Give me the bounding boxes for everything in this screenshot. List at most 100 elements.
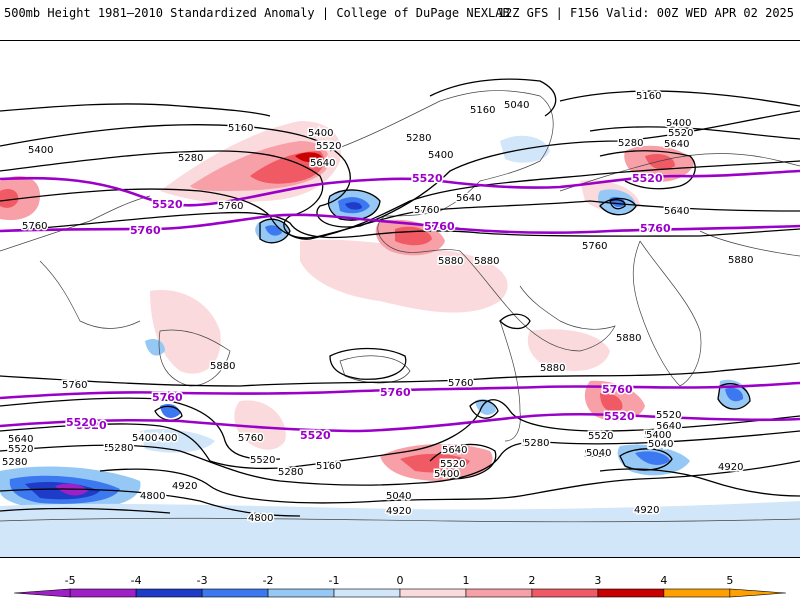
colorbar-segment [399,588,467,598]
colorbar: -5 -4 -3 -2 -1 0 1 2 3 4 5 [13,574,787,598]
contour-label: 5880 [728,255,753,266]
colorbar-segment [663,588,731,598]
contour-label-highlight: 5520 [412,172,443,185]
contour-label: 5760 [238,433,263,444]
colorbar-tick-label: 1 [462,574,469,587]
contour-label: 5760 [448,378,473,389]
contour-label-highlight: 5520 [632,172,663,185]
contour-label-highlight: 5760 [640,222,671,235]
contour-label: 5160 [636,91,661,102]
contour-label: 5160 [316,461,341,472]
contour-label-highlight: 5520 [76,419,107,432]
contour-label: 4800 [248,513,273,524]
contour-label: 5280 [406,133,431,144]
colorbar-segment [69,588,137,598]
contour-label: 4920 [386,506,411,517]
colorbar-segment [465,588,533,598]
coastlines [0,90,800,523]
contour-label: 5640 [664,139,689,150]
contour-label: 5640 [442,445,467,456]
colorbar-segments [13,588,787,598]
contour-label: 4800 [140,491,165,502]
map-canvas: 5400 5160 5040 5160 5400 5520 5640 5280 … [0,78,800,557]
contour-label: 5880 [616,333,641,344]
anomaly-shading [0,121,800,557]
contour-label: 5040 [386,491,411,502]
contour-label: 5520 [316,141,341,152]
contour-label-highlight: 5520 [604,410,635,423]
contour-label-highlight: 5520 [152,198,183,211]
contour-label: 5280 [618,138,643,149]
contour-label: 5760 [218,201,243,212]
contour-label: 5520 [250,455,275,466]
contour-label: 5400 [428,150,453,161]
colorbar-tick-label: -4 [131,574,142,587]
contour-label: 5280 [522,438,547,449]
contour-label: 5040 [104,443,129,454]
contour-label: 5520 [668,128,693,139]
contour-label: 5400 [666,118,691,129]
colorbar-tick-label: 3 [594,574,601,587]
contour-label: 4920 [172,481,197,492]
colorbar-segment [597,588,665,598]
colorbar-tick-label: -2 [263,574,274,587]
contour-label: 5520 [656,410,681,421]
contour-label: 5400 [646,430,671,441]
contour-label: 5760 [414,205,439,216]
colorbar-tick-label: 4 [660,574,667,587]
contour-label: 5400 [132,433,157,444]
colorbar-tick-label: 0 [397,574,404,587]
contour-labels: 5400 5160 5040 5160 5400 5520 5640 5280 … [1,90,755,526]
colorbar-arrow-left [13,588,71,598]
height-contours [0,78,800,517]
colorbar-segment [135,588,203,598]
colorbar-tick-label: -3 [197,574,208,587]
contour-label: 5880 [540,363,565,374]
contour-label: 5640 [456,193,481,204]
contour-label: 5280 [278,467,303,478]
contour-label-highlight: 5520 [66,416,97,429]
contour-label-highlight: 5760 [380,386,411,399]
contour-label: 5160 [584,449,609,460]
contour-label: 5280 [178,153,203,164]
colorbar-segment [333,588,401,598]
contour-label: 5160 [470,105,495,116]
anomaly-map: 5400 5160 5040 5160 5400 5520 5640 5280 … [0,40,800,558]
highlight-contours [0,169,800,433]
colorbar-tick-label: 5 [726,574,733,587]
contour-label: 5400 [28,145,53,156]
contour-label: 5040 [648,440,673,451]
contour-label: 5880 [438,256,463,267]
contour-label: 5880 [474,256,499,267]
contour-label: 5640 [8,434,33,445]
model-run-label: 12Z GFS | F156 Valid: 00Z WED APR 02 202… [497,6,794,20]
contour-label-highlight: 5760 [152,391,183,404]
contour-label: 5400 [152,433,177,444]
contour-label-highlight: 5760 [602,383,633,396]
contour-label: 5760 [22,221,47,232]
contour-label: 4920 [718,462,743,473]
contour-label: 5760 [582,241,607,252]
colorbar-segment [267,588,335,598]
contour-label: 5640 [656,421,681,432]
contour-label: 5040 [504,100,529,111]
contour-label: 5640 [8,434,33,445]
contour-label-highlight: 5760 [424,220,455,233]
contour-label: 5520 [8,444,33,455]
contour-label: 5400 [308,128,333,139]
contour-label: 5280 [2,457,27,468]
colorbar-segment [531,588,599,598]
colorbar-ticks: -5 -4 -3 -2 -1 0 1 2 3 4 5 [65,574,734,587]
colorbar-arrow-right [729,588,787,598]
contour-label: 5760 [62,380,87,391]
contour-label: 5520 [588,431,613,442]
contour-label: 5400 [434,469,459,480]
contour-label: 5280 [108,443,133,454]
contour-label: 5640 [310,158,335,169]
contour-label: 5040 [648,439,673,450]
contour-label-highlight: 5520 [300,429,331,442]
map-title: 500mb Height 1981–2010 Standardized Anom… [4,6,510,20]
contour-label: 5520 [440,459,465,470]
contour-label: 4920 [634,505,659,516]
contour-label: 5880 [210,361,235,372]
